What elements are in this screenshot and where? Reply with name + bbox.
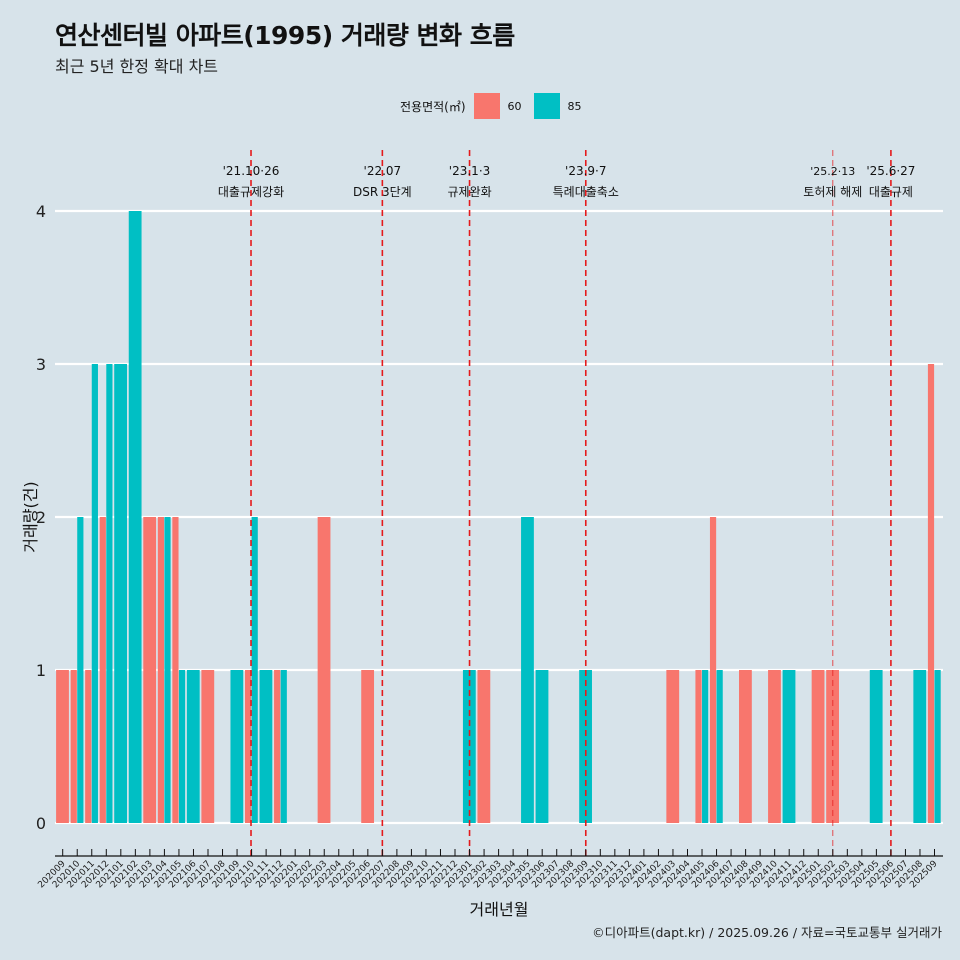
y-tick-label: 4 [36, 202, 46, 221]
bar-60-202501 [811, 670, 825, 823]
x-axis: 2020092020102020112020122021012021022021… [36, 849, 943, 890]
chart-subtitle: 최근 5년 한정 확대 차트 [55, 57, 219, 76]
bar-60-202203 [317, 517, 331, 823]
bar-85-202508 [913, 670, 927, 823]
legend-key-60 [473, 93, 500, 119]
legend-key-85 [533, 93, 560, 119]
bar-85-202509 [934, 670, 941, 823]
y-axis: 0 1 2 3 4 [36, 202, 46, 833]
bar-85-202012 [106, 364, 113, 823]
bar-60-202403 [666, 670, 680, 823]
bar-60-202009 [56, 670, 69, 823]
bar-60-202112 [274, 670, 281, 823]
bar-60-202509 [927, 364, 935, 823]
bar-60-202408 [739, 670, 752, 823]
bar-60-202206 [361, 670, 375, 823]
bar-60-202104 [157, 517, 165, 823]
bar-85-202104 [164, 517, 171, 823]
bar-60-202502 [826, 670, 839, 823]
bar-85-202105 [178, 670, 186, 823]
bar-85-202305 [521, 517, 534, 823]
bar-60-202405 [695, 670, 702, 823]
event-label: DSR 3단계 [353, 185, 412, 199]
bar-60-202107 [201, 670, 215, 823]
legend-title: 전용면적(㎡) [400, 99, 466, 114]
y-tick-label: 0 [36, 814, 46, 833]
bar-85-202406 [716, 670, 723, 823]
event-date: '23.9·7 [565, 164, 606, 178]
event-date: '25.2·13 [810, 165, 855, 178]
bar-85-202505 [869, 670, 883, 823]
bar-60-202011 [85, 670, 92, 823]
bar-85-202102 [128, 211, 142, 823]
bar-60-202103 [143, 517, 157, 823]
bar-85-202405 [702, 670, 709, 823]
bar-85-202010 [77, 517, 84, 823]
bar-60-202302 [477, 670, 491, 823]
bar-60-202410 [768, 670, 781, 823]
y-axis-title: 거래량(건) [21, 481, 40, 553]
event-label: 대출규제 [869, 185, 913, 199]
bar-85-202101 [114, 364, 128, 823]
y-tick-label: 1 [36, 661, 46, 680]
event-label: 특례대출축소 [553, 185, 619, 199]
event-label: 대출규제강화 [218, 185, 284, 199]
legend-label-60: 60 [507, 99, 522, 113]
bar-85-202111 [259, 670, 273, 823]
bar-85-202106 [186, 670, 200, 823]
bar-85-202411 [782, 670, 796, 823]
bar-85-202301 [462, 670, 476, 823]
event-date: '22.07 [364, 164, 402, 178]
y-tick-label: 2 [36, 508, 46, 527]
legend-label-85: 85 [567, 99, 582, 113]
chart-title: 연산센터빌 아파트(1995) 거래량 변화 흐름 [55, 21, 515, 50]
x-axis-title: 거래년월 [469, 900, 529, 919]
bar-60-202105 [172, 517, 179, 823]
event-date: '25.6·27 [866, 164, 915, 178]
event-label: 토허제 해제 [803, 185, 862, 199]
legend: 전용면적(㎡) 60 85 [400, 93, 594, 119]
event-label: 규제완화 [447, 185, 491, 199]
bars [56, 211, 941, 823]
bar-60-202406 [709, 517, 717, 823]
source-caption: ©디아파트(dapt.kr) / 2025.09.26 / 자료=국토교통부 실… [592, 925, 942, 940]
bar-60-202012 [99, 517, 106, 823]
bar-85-202109 [230, 670, 244, 823]
bar-60-202110 [244, 670, 252, 823]
event-date: '23.1·3 [449, 164, 490, 178]
bar-60-202010 [70, 670, 77, 823]
y-tick-label: 3 [36, 355, 46, 374]
bar-85-202011 [91, 364, 98, 823]
bar-85-202110 [251, 517, 258, 823]
bar-85-202306 [535, 670, 549, 823]
event-date: '21.10·26 [223, 164, 280, 178]
bar-85-202309 [579, 670, 592, 823]
event-lines: '21.10·26 대출규제강화 '22.07 DSR 3단계 '23.1·3 규제완화 '… [218, 150, 915, 858]
bar-85-202112 [280, 670, 287, 823]
